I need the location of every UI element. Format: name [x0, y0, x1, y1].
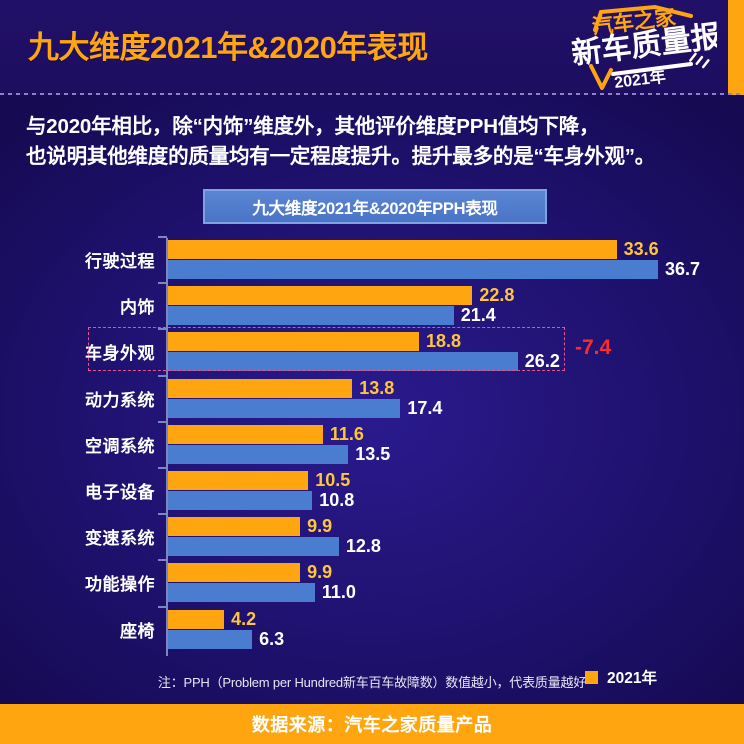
bar-value-y2020: 10.8 — [319, 490, 355, 510]
bar-value-y2020: 13.5 — [355, 443, 391, 464]
bar-y2021 — [168, 609, 225, 629]
bar-value-y2021: 9.9 — [307, 562, 333, 583]
chart-axis-line — [166, 238, 168, 656]
category-label: 座椅 — [120, 621, 155, 641]
category-label: 变速系统 — [85, 529, 155, 549]
category-label: 行驶过程 — [85, 252, 155, 271]
source-label: 数据来源：汽车之家质量产品 — [251, 715, 493, 735]
chart-row: 车身外观 18.8 26.2 — [0, 330, 744, 376]
chart-title-pill: 九大维度2021年&2020年PPH表现 — [203, 189, 547, 224]
chart-row: 行驶过程 33.6 36.7 — [0, 238, 744, 284]
bar-y2021 — [168, 471, 309, 490]
category-label: 空调系统 — [85, 436, 155, 456]
bar-value-y2021: 13.8 — [359, 377, 395, 398]
bar-y2020 — [168, 260, 658, 279]
source-bar: 数据来源：汽车之家质量产品 — [0, 704, 744, 744]
bar-y2020 — [168, 306, 454, 326]
bar-chart: 行驶过程 33.6 36.7 内饰 22.8 21.4 车身外观 18.8 26.2 动力系统 13… — [0, 236, 744, 744]
axis-tick — [158, 328, 167, 331]
axis-tick — [158, 467, 167, 469]
bar-value-y2020: 11.0 — [321, 582, 356, 603]
bar-value-y2021: 11.6 — [329, 423, 364, 444]
legend-item-2021: 2021年 — [585, 666, 657, 688]
summary-line-2: 也说明其他维度的质量均有一定程度提升。提升最多的是“车身外观”。 — [26, 144, 656, 168]
chart-row: 动力系统 13.8 17.4 — [0, 377, 744, 423]
bar-value-y2021: 22.8 — [479, 285, 515, 306]
category-label: 电子设备 — [85, 483, 155, 502]
bar-value-y2020: 26.2 — [524, 351, 560, 372]
bar-value-y2021: 10.5 — [315, 470, 351, 490]
chart-title-label: 九大维度2021年&2020年PPH表现 — [252, 199, 498, 218]
category-label: 动力系统 — [85, 390, 155, 410]
bar-y2020 — [168, 537, 339, 557]
bar-y2021 — [168, 378, 353, 398]
bar-value-y2021: 33.6 — [623, 239, 659, 259]
bar-y2020 — [168, 398, 401, 418]
bar-y2020 — [168, 583, 315, 603]
bar-y2020 — [168, 629, 253, 649]
bar-value-y2020: 21.4 — [460, 305, 496, 326]
summary-text: 与2020年相比，除“内饰”维度外，其他评价维度PPH值均下降， 也说明其他维度… — [26, 112, 726, 171]
category-label: 功能操作 — [85, 575, 155, 595]
chart-row: 电子设备 10.5 10.8 — [0, 469, 744, 515]
chart-row: 功能操作 9.9 11.0 — [0, 561, 744, 607]
bar-y2021 — [168, 424, 323, 444]
bar-value-y2021: 4.2 — [231, 608, 257, 629]
bar-y2020 — [168, 444, 349, 464]
page-title: 九大维度2021年&2020年表现 — [28, 30, 428, 65]
bar-value-y2020: 12.8 — [345, 536, 381, 557]
bar-value-y2020: 17.4 — [407, 397, 443, 418]
bar-y2021 — [168, 563, 301, 583]
bar-y2021 — [168, 517, 301, 537]
category-label: 车身外观 — [85, 344, 155, 364]
category-label: 内饰 — [120, 298, 155, 318]
chart-row: 内饰 22.8 21.4 — [0, 284, 744, 330]
legend-label-2021: 2021年 — [607, 670, 657, 687]
header-bar: 九大维度2021年&2020年表现 汽车之家 新车质量报告 — [0, 0, 744, 95]
legend-swatch-2021 — [585, 670, 598, 684]
chart-row: 变速系统 9.9 12.8 — [0, 515, 744, 561]
bar-y2020 — [168, 491, 313, 510]
axis-tick — [158, 513, 167, 516]
bar-y2020 — [168, 352, 518, 372]
header-divider — [0, 93, 744, 95]
axis-tick — [158, 605, 167, 608]
bar-value-y2021: 9.9 — [307, 516, 333, 537]
delta-annotation: -7.4 — [575, 336, 612, 360]
bar-y2021 — [168, 240, 617, 259]
axis-tick — [158, 236, 167, 238]
bar-value-y2021: 18.8 — [426, 331, 462, 352]
axis-tick — [158, 282, 167, 285]
chart-row: 座椅 4.2 6.3 — [0, 608, 744, 654]
bar-y2021 — [168, 286, 473, 306]
bar-value-y2020: 36.7 — [665, 259, 701, 279]
autohome-report-logo: 汽车之家 新车质量报告 2021年 — [505, 4, 717, 94]
bar-y2021 — [168, 332, 419, 352]
axis-tick — [158, 420, 167, 423]
summary-line-1: 与2020年相比，除“内饰”维度外，其他评价维度PPH值均下降， — [26, 115, 600, 138]
bar-value-y2020: 6.3 — [259, 628, 285, 649]
axis-tick — [158, 559, 167, 562]
header-accent-strip — [728, 0, 744, 95]
axis-tick — [158, 374, 167, 377]
footnote: 注：PPH（Problem per Hundred新车百车故障数）数值越小，代表… — [157, 675, 587, 690]
chart-row: 空调系统 11.6 13.5 — [0, 423, 744, 469]
